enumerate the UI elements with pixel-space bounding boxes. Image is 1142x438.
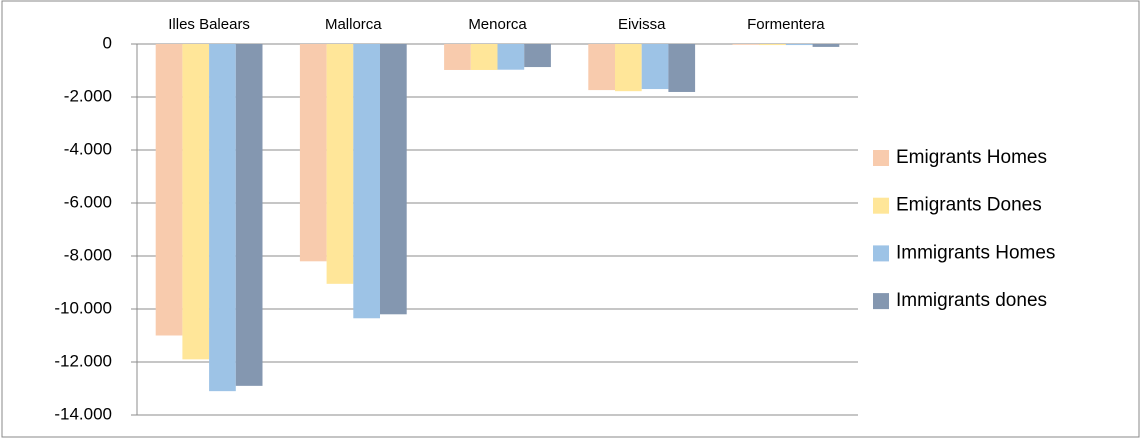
y-tick-label: -2.000 <box>64 86 112 105</box>
bar <box>353 44 380 319</box>
legend-label: Emigrants Dones <box>896 195 1042 216</box>
legend-swatch <box>873 293 889 310</box>
bar <box>380 44 407 315</box>
y-tick-label: -10.000 <box>54 298 112 317</box>
legend-label: Emigrants Homes <box>896 147 1047 168</box>
bar <box>732 44 760 45</box>
x-tick-label: Mallorca <box>325 16 382 33</box>
y-tick-label: 0 <box>103 33 112 52</box>
x-tick-label: Eivissa <box>618 16 666 33</box>
bar <box>444 44 471 70</box>
bar <box>497 44 525 70</box>
bar <box>812 44 840 47</box>
y-tick-label: -4.000 <box>64 139 112 158</box>
x-tick-label: Formentera <box>747 16 825 33</box>
bar <box>155 44 183 336</box>
bar <box>235 44 263 386</box>
bar <box>299 44 327 262</box>
bar <box>326 44 354 284</box>
bar <box>588 44 615 91</box>
x-tick-label: Illes Balears <box>168 16 250 33</box>
bar <box>668 44 696 92</box>
y-tick-label: -8.000 <box>64 245 112 264</box>
legend-swatch <box>873 197 889 214</box>
bar <box>524 44 551 68</box>
legend-label: Immigrants dones <box>896 290 1047 311</box>
y-tick-label: -14.000 <box>54 404 112 423</box>
legend-label: Immigrants Homes <box>896 242 1055 263</box>
bar <box>182 44 210 360</box>
bar <box>615 44 642 92</box>
bar <box>470 44 498 70</box>
y-tick-label: -12.000 <box>54 351 112 370</box>
legend-swatch <box>873 245 889 262</box>
legend-swatch <box>873 150 889 166</box>
bar <box>209 44 236 392</box>
bar <box>641 44 669 90</box>
bar <box>759 44 786 46</box>
x-tick-label: Menorca <box>468 16 527 33</box>
bar <box>785 44 813 46</box>
y-tick-label: -6.000 <box>64 192 112 211</box>
